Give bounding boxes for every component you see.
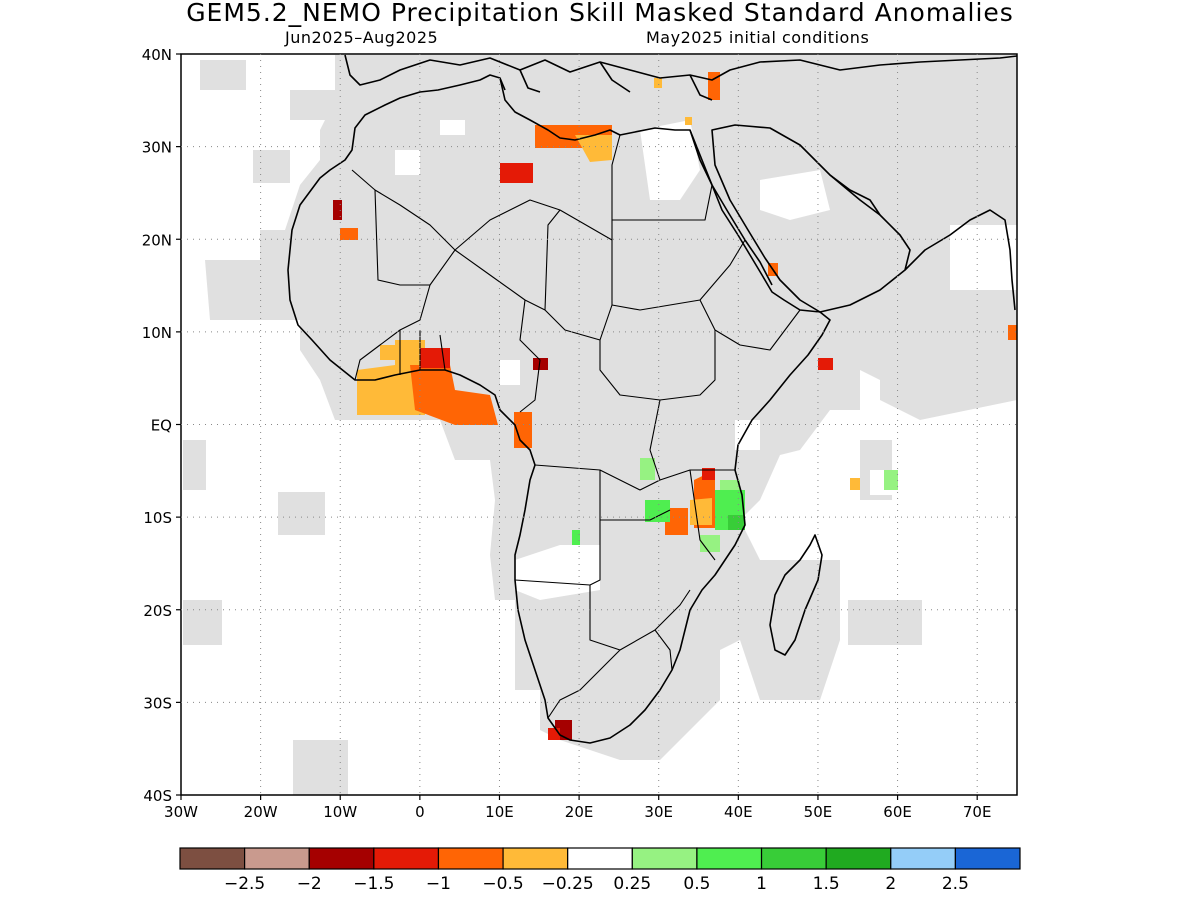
colorbar-label: 0.5 xyxy=(683,874,710,894)
lat-tick-label: 20N xyxy=(142,231,172,249)
negative-anomalies xyxy=(333,72,1017,740)
lon-tick-label: 20W xyxy=(244,803,278,821)
lon-tick-label: 30E xyxy=(644,803,673,821)
lat-tick-label: 20S xyxy=(143,602,172,620)
coastlines xyxy=(287,54,1017,744)
asia-coast xyxy=(904,209,1016,311)
lat-tick-label: 10S xyxy=(143,509,172,527)
colorbar-label: 1.5 xyxy=(813,874,840,894)
colorbar-label: 0.25 xyxy=(613,874,651,894)
madagascar-coast xyxy=(769,534,823,656)
colorbar-label: 2.5 xyxy=(942,874,969,894)
persian-gulf xyxy=(829,174,881,216)
colorbar-swatch xyxy=(631,847,698,870)
positive-anomalies xyxy=(572,458,898,552)
lat-tick-label: 40S xyxy=(143,787,172,805)
colorbar-swatch xyxy=(954,847,1021,870)
lon-tick-label: 60E xyxy=(883,803,912,821)
graticule xyxy=(181,54,1017,795)
lon-tick-label: 30W xyxy=(164,803,198,821)
lat-tick-label: EQ xyxy=(151,417,172,435)
lat-tick-label: 30N xyxy=(142,139,172,157)
colorbar-swatch xyxy=(244,847,310,870)
lat-tick-label: 40N xyxy=(142,46,172,64)
colorbar-swatch xyxy=(502,847,569,870)
colorbar-label: −2 xyxy=(297,874,322,894)
colorbar-swatch xyxy=(567,847,633,870)
colorbar-label: −1.5 xyxy=(353,874,394,894)
anomaly-field xyxy=(183,55,1017,795)
colorbar-swatch xyxy=(760,847,827,870)
colorbar-swatch xyxy=(825,847,892,870)
axis-ticks: 30W 20W 10W 0 10E 20E 30E 40E 50E 60E 70E 40N 30N 20N… xyxy=(142,46,992,821)
lon-tick-label: 40E xyxy=(724,803,753,821)
lon-tick-label: 50E xyxy=(804,803,833,821)
lon-tick-label: 10W xyxy=(323,803,357,821)
lon-tick-label: 70E xyxy=(963,803,992,821)
africa-coast xyxy=(287,74,831,744)
red-sea xyxy=(689,129,773,286)
arabia-coast xyxy=(711,124,911,313)
mediterranean-detail xyxy=(499,61,713,101)
colorbar-label: −0.5 xyxy=(482,874,523,894)
colorbar-swatch xyxy=(179,847,246,870)
colorbar-swatch xyxy=(308,847,375,870)
map-title: GEM5.2_NEMO Precipitation Skill Masked S… xyxy=(186,0,1014,27)
colorbar-swatch xyxy=(437,847,504,870)
colorbar-swatch xyxy=(696,847,763,870)
colorbar-swatch xyxy=(890,847,956,870)
lat-tick-label: 30S xyxy=(143,694,172,712)
colorbar-label: 1 xyxy=(756,874,767,894)
masked-area xyxy=(183,55,1017,795)
colorbar-label: −0.25 xyxy=(542,874,594,894)
colorbar-label: 2 xyxy=(885,874,896,894)
lon-tick-label: 0 xyxy=(415,803,425,821)
lat-tick-label: 10N xyxy=(142,324,172,342)
country-borders xyxy=(351,134,801,719)
colorbar-swatch xyxy=(373,847,440,870)
europe-coast xyxy=(344,54,1017,86)
colorbar-label: −1 xyxy=(426,874,451,894)
colorbar-label: −2.5 xyxy=(224,874,265,894)
lon-tick-label: 20E xyxy=(565,803,594,821)
initial-conditions: May2025 initial conditions xyxy=(646,28,870,47)
lon-tick-label: 10E xyxy=(485,803,514,821)
forecast-period: Jun2025–Aug2025 xyxy=(285,28,439,47)
near-normal-area xyxy=(395,120,900,600)
